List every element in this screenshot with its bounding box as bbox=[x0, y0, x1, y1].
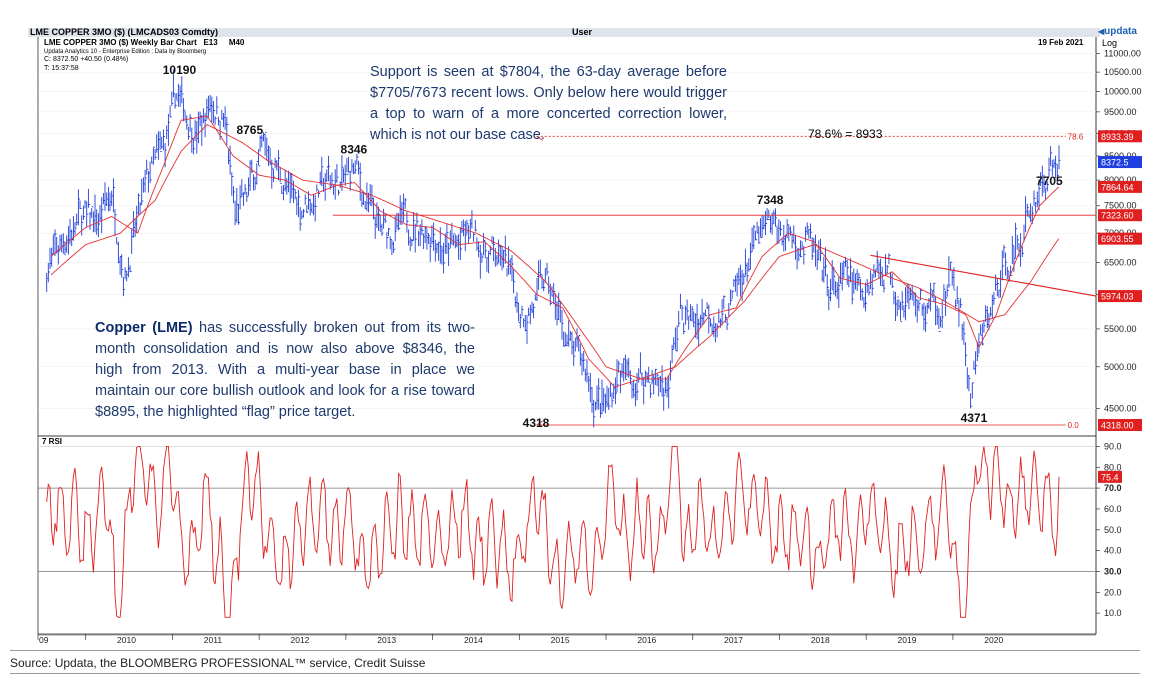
price-tag-label: 8933.39 bbox=[1101, 132, 1134, 142]
year-label: 2020 bbox=[984, 635, 1003, 645]
price-tag-box bbox=[1098, 290, 1142, 303]
rsi-tick-label: 50.0 bbox=[1104, 525, 1122, 535]
brand-name: updata bbox=[1104, 26, 1137, 37]
year-label: 2016 bbox=[637, 635, 656, 645]
rsi-tick-label: 70.0 bbox=[1104, 483, 1122, 493]
price-tag-label: 7323.60 bbox=[1101, 211, 1134, 221]
logo-arrow-icon: ◀ bbox=[1098, 27, 1105, 36]
peak-label: 4371 bbox=[961, 411, 988, 425]
price-tag-box bbox=[1098, 156, 1142, 169]
year-label: 2014 bbox=[464, 635, 483, 645]
close-line: C: 8372.50 +40.50 (0.48%) bbox=[44, 56, 129, 63]
price-tick-label: 6500.00 bbox=[1104, 258, 1137, 268]
price-tag-box bbox=[1098, 418, 1142, 431]
rsi-tick-label: 90.0 bbox=[1104, 441, 1122, 451]
year-label: 2013 bbox=[377, 635, 396, 645]
year-label: 2015 bbox=[551, 635, 570, 645]
rsi-tick-label: 80.0 bbox=[1104, 462, 1122, 472]
moving-average-40 bbox=[50, 124, 1060, 380]
peak-label: 7348 bbox=[757, 193, 784, 207]
support-annotation: Support is seen at $7804, the 63-day ave… bbox=[370, 64, 727, 143]
peak-label: 7705 bbox=[1036, 174, 1063, 188]
flag-trendline bbox=[870, 254, 1097, 297]
price-tick-label: 5000.00 bbox=[1104, 362, 1137, 372]
price-tag-box bbox=[1098, 130, 1142, 143]
year-label: 2011 bbox=[204, 635, 223, 645]
source-top-rule bbox=[10, 650, 1140, 651]
rsi-tick-label: 40.0 bbox=[1104, 546, 1122, 556]
user-label: User bbox=[572, 27, 593, 37]
price-tick-label: 10000.00 bbox=[1104, 87, 1142, 97]
rsi-tick-label: 10.0 bbox=[1104, 608, 1122, 618]
year-label: 2017 bbox=[724, 635, 743, 645]
price-tick-label: 11000.00 bbox=[1104, 49, 1141, 59]
title-bar bbox=[28, 28, 1100, 37]
year-label: 2012 bbox=[291, 635, 310, 645]
moving-average-13 bbox=[50, 115, 1060, 388]
price-tick-label: 10500.00 bbox=[1104, 67, 1142, 77]
fib-label: 78.6% = 8933 bbox=[808, 127, 883, 141]
price-tick-label: 5500.00 bbox=[1104, 324, 1137, 334]
peak-label: 8346 bbox=[341, 142, 368, 156]
copper-body: has successfully broken out from its two… bbox=[95, 320, 475, 420]
price-tag-label: 7864.64 bbox=[1101, 182, 1134, 192]
rsi-tag-label: 75.4 bbox=[1101, 472, 1119, 482]
fib-786-tag: 78.6 bbox=[1068, 132, 1084, 141]
price-tag-label: 4318.00 bbox=[1101, 420, 1134, 430]
year-label: 09 bbox=[39, 635, 49, 645]
source-bottom-rule bbox=[10, 673, 1140, 674]
chart-date: 19 Feb 2021 bbox=[1038, 38, 1084, 47]
price-tick-label: 9500.00 bbox=[1104, 107, 1137, 117]
year-label: 2019 bbox=[898, 635, 917, 645]
chart-title: LME COPPER 3MO ($) Weekly Bar Chart E13 … bbox=[44, 38, 245, 47]
peak-label: 4318 bbox=[523, 416, 550, 430]
price-tick-label: 7500.00 bbox=[1104, 201, 1137, 211]
fib-0-line-end bbox=[536, 420, 543, 426]
year-label: 2018 bbox=[811, 635, 830, 645]
price-tag-label: 8372.5 bbox=[1101, 158, 1129, 168]
price-tag-box bbox=[1098, 209, 1142, 222]
rsi-tick-label: 30.0 bbox=[1104, 566, 1122, 576]
copper-bold-label: Copper (LME) bbox=[95, 320, 193, 336]
security-name: LME COPPER 3MO ($) (LMCADS03 Comdty) bbox=[30, 27, 219, 37]
rsi-line bbox=[46, 445, 1060, 618]
year-label: 2010 bbox=[117, 635, 136, 645]
fib-786-line-end bbox=[536, 135, 543, 141]
price-tag-box bbox=[1098, 232, 1142, 245]
peak-label: 10190 bbox=[163, 63, 197, 77]
price-tick-label: 4500.00 bbox=[1104, 404, 1137, 414]
rsi-tick-label: 60.0 bbox=[1104, 504, 1122, 514]
rsi-tick-label: 20.0 bbox=[1104, 587, 1122, 597]
price-tag-box bbox=[1098, 180, 1142, 193]
peak-label: 8765 bbox=[236, 123, 263, 137]
source-note: Source: Updata, the BLOOMBERG PROFESSION… bbox=[10, 656, 426, 670]
price-tick-label: 8000.00 bbox=[1104, 175, 1137, 185]
price-tick-label: 8500.00 bbox=[1104, 151, 1137, 161]
edition-line: Updata Analytics 10 - Enterprise Edition… bbox=[44, 49, 207, 55]
rsi-label: 7 RSI bbox=[42, 437, 63, 446]
price-tag-label: 5974.03 bbox=[1101, 292, 1134, 302]
copper-annotation: Copper (LME) has successfully broken out… bbox=[95, 318, 475, 423]
weekly-price-bars bbox=[46, 69, 1061, 428]
scale-label: Log bbox=[1102, 38, 1118, 48]
rsi-tag-box bbox=[1098, 470, 1122, 483]
fib-0-tag: 0.0 bbox=[1068, 421, 1080, 430]
price-tag-label: 6903.55 bbox=[1101, 234, 1134, 244]
updata-logo: ◀updata bbox=[1098, 26, 1137, 37]
time-line: T: 15:37:58 bbox=[44, 65, 79, 72]
rsi-panel-frame bbox=[37, 435, 1097, 635]
